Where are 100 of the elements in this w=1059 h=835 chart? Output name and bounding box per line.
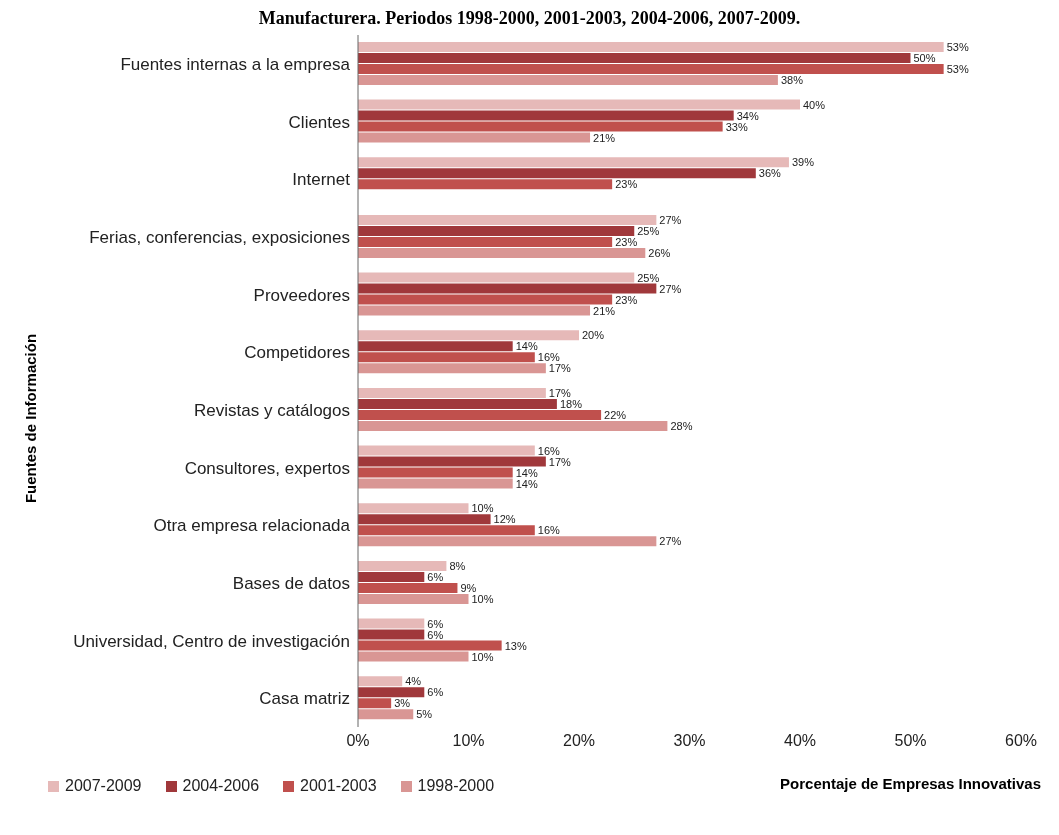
data-label: 26%	[648, 246, 671, 259]
bar	[358, 272, 635, 283]
data-label: 27%	[659, 213, 682, 226]
data-label: 6%	[427, 570, 444, 583]
data-label: 27%	[659, 535, 682, 548]
bar	[358, 132, 591, 143]
bar	[358, 536, 657, 547]
bar	[358, 445, 535, 456]
bar	[358, 651, 469, 662]
bar	[358, 52, 911, 63]
bar	[358, 41, 944, 52]
bar	[358, 363, 546, 374]
bar	[358, 168, 756, 179]
bar	[358, 640, 502, 651]
data-label: 28%	[670, 419, 693, 432]
data-label: 50%	[913, 51, 936, 64]
data-label: 10%	[471, 502, 494, 515]
bar	[358, 593, 469, 604]
y-axis-title: Fuentes de Información	[22, 333, 40, 503]
data-label: 53%	[946, 40, 969, 53]
x-tick-label: 30%	[673, 732, 706, 750]
bar	[358, 420, 668, 431]
y-tick-label: Fuentes internas a la empresa	[120, 54, 351, 74]
data-label: 39%	[791, 156, 815, 169]
chart-title: Manufacturera. Periodos 1998-2000, 2001-2003, 2004-2006, 2007-2009.	[257, 8, 802, 30]
x-tick-label: 10%	[452, 732, 485, 750]
bar	[358, 629, 425, 640]
bar	[358, 525, 535, 536]
y-tick-label: Universidad, Centro de investigación	[73, 631, 350, 651]
data-label: 14%	[515, 466, 538, 479]
bar	[358, 698, 392, 709]
bar	[358, 63, 944, 74]
x-tick-label: 60%	[1004, 732, 1038, 750]
data-label: 16%	[537, 524, 561, 537]
data-label: 21%	[593, 131, 616, 144]
data-label: 6%	[427, 628, 444, 641]
bar	[358, 294, 613, 305]
bar	[358, 225, 635, 236]
bar	[358, 467, 513, 478]
data-label: 53%	[946, 62, 969, 75]
bar	[358, 687, 425, 698]
y-tick-label: Consultores, expertos	[184, 458, 350, 478]
data-label: 20%	[582, 329, 605, 342]
data-label: 9%	[460, 581, 477, 594]
bar	[358, 409, 602, 420]
bar	[358, 214, 657, 225]
x-axis-title: Porcentaje de Empresas Innovativas	[780, 775, 1041, 792]
data-label: 4%	[405, 675, 422, 688]
x-tick-label: 0%	[346, 732, 370, 750]
data-label: 14%	[515, 477, 538, 490]
data-label: 10%	[471, 592, 494, 605]
bar	[358, 179, 613, 190]
legend-label: 2007-2009	[64, 777, 142, 795]
bar	[358, 352, 535, 363]
bar	[358, 514, 491, 525]
x-tick-label: 50%	[894, 732, 927, 750]
data-label: 6%	[427, 686, 444, 699]
data-label: 16%	[537, 351, 561, 364]
data-label: 17%	[548, 362, 572, 375]
y-tick-label: Bases de datos	[232, 573, 350, 593]
data-label: 22%	[604, 408, 627, 421]
data-label: 12%	[493, 513, 516, 526]
data-label: 36%	[758, 167, 782, 180]
data-label: 34%	[736, 109, 759, 122]
bar	[358, 236, 613, 247]
y-tick-label: Internet	[292, 170, 351, 190]
data-label: 13%	[504, 639, 527, 652]
bar	[358, 560, 447, 571]
data-label: 40%	[803, 98, 826, 111]
bar	[358, 676, 403, 687]
y-tick-label: Casa matriz	[259, 689, 350, 709]
data-label: 23%	[615, 293, 638, 306]
data-label: 3%	[394, 697, 411, 710]
data-label: 17%	[548, 455, 572, 468]
bar	[358, 330, 579, 341]
bar	[358, 341, 513, 352]
bar	[358, 305, 591, 316]
bar	[358, 247, 646, 258]
bar	[358, 709, 414, 720]
data-label: 16%	[537, 444, 561, 457]
data-label: 33%	[725, 120, 748, 133]
data-label: 18%	[559, 397, 583, 410]
y-tick-label: Revistas y catálogos	[194, 400, 350, 420]
y-tick-label: Proveedores	[253, 285, 350, 305]
y-tick-label: Competidores	[244, 343, 350, 363]
bar	[358, 503, 469, 514]
legend-label: 2004-2006	[181, 777, 260, 795]
bar	[358, 121, 723, 132]
bar	[358, 283, 657, 294]
data-label: 25%	[637, 224, 660, 237]
bar	[358, 110, 734, 121]
data-label: 23%	[615, 235, 638, 248]
bar	[358, 99, 800, 110]
bar	[358, 74, 778, 85]
data-label: 5%	[416, 708, 433, 721]
bar	[358, 157, 789, 168]
bar	[358, 398, 557, 409]
data-label: 10%	[471, 650, 494, 663]
data-label: 25%	[637, 271, 660, 284]
x-tick-label: 20%	[562, 732, 596, 750]
